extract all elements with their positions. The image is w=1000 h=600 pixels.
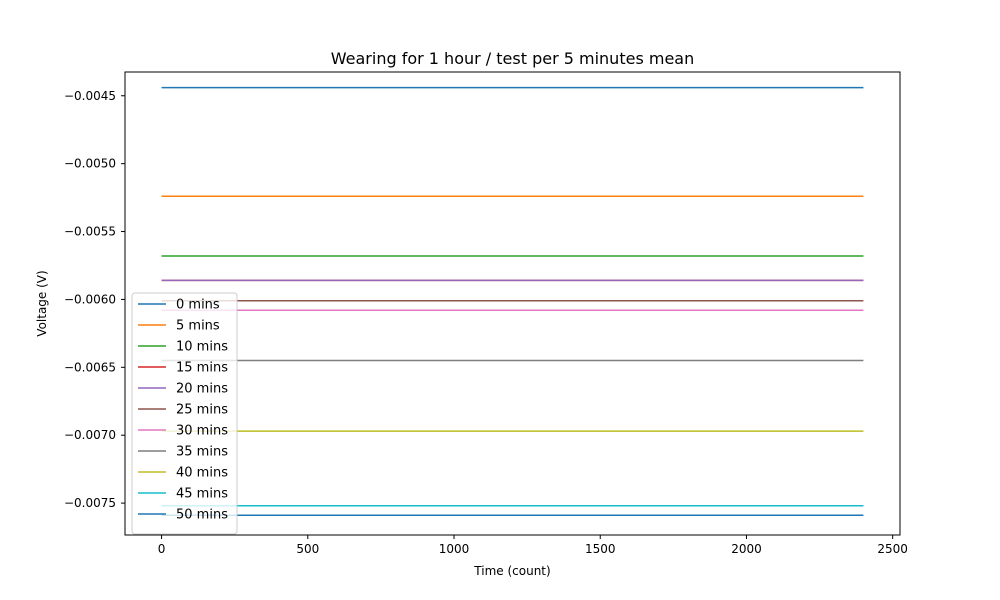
- y-tick-label: −0.0050: [64, 157, 116, 171]
- legend-label: 35 mins: [176, 445, 228, 460]
- y-tick-label: −0.0065: [64, 360, 116, 374]
- y-axis-title: Voltage (V): [35, 270, 49, 336]
- y-tick-label: −0.0060: [64, 292, 116, 306]
- legend-box: [131, 292, 238, 535]
- legend-label: 40 mins: [176, 466, 228, 481]
- legend-label: 0 mins: [176, 298, 220, 313]
- y-tick-label: −0.0070: [64, 428, 116, 442]
- legend: 0 mins 5 mins 10 mins 15 mins 20 mins 25 mins…: [131, 292, 238, 535]
- x-tick-label: 1500: [585, 542, 616, 556]
- legend-label: 50 mins: [176, 508, 228, 523]
- x-axis: 0 500 1000 1500 2000 2500: [158, 535, 908, 556]
- series-layer: [161, 86, 864, 517]
- x-tick-label: 0: [158, 542, 166, 556]
- x-axis-title: Time (count): [473, 564, 550, 578]
- legend-label: 10 mins: [176, 340, 228, 355]
- legend-label: 15 mins: [176, 361, 228, 376]
- y-tick-label: −0.0075: [64, 496, 116, 510]
- y-axis: −0.0045 −0.0050 −0.0055 −0.0060 −0.0065 −0.00…: [64, 89, 125, 510]
- legend-label: 5 mins: [176, 319, 220, 334]
- y-tick-label: −0.0045: [64, 89, 116, 103]
- legend-label: 25 mins: [176, 403, 228, 418]
- x-tick-label: 2000: [731, 542, 762, 556]
- x-tick-label: 2500: [877, 542, 908, 556]
- x-tick-label: 500: [296, 542, 319, 556]
- legend-label: 45 mins: [176, 487, 228, 502]
- legend-label: 30 mins: [176, 424, 228, 439]
- y-tick-label: −0.0055: [64, 225, 116, 239]
- x-tick-label: 1000: [439, 542, 470, 556]
- plot-area-frame: [124, 71, 901, 536]
- legend-label: 20 mins: [176, 382, 228, 397]
- chart-title: Wearing for 1 hour / test per 5 minutes …: [331, 49, 694, 68]
